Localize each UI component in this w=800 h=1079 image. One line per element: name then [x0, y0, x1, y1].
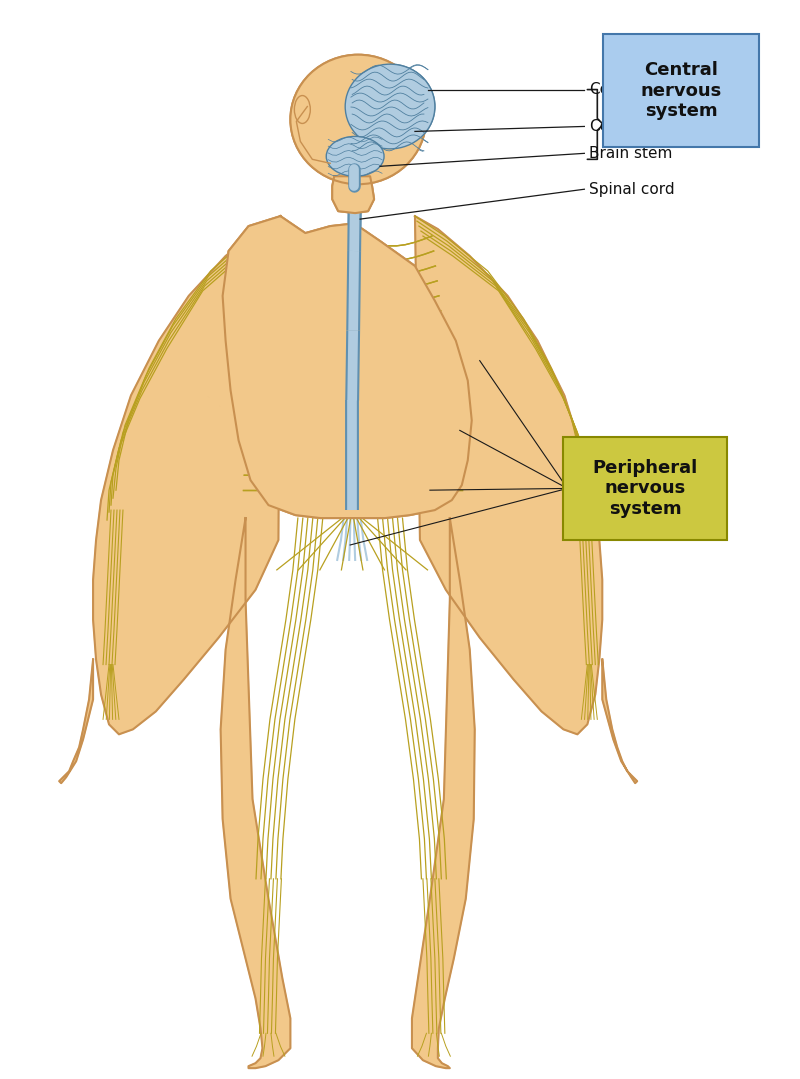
- Ellipse shape: [345, 64, 435, 149]
- Ellipse shape: [290, 55, 426, 185]
- FancyBboxPatch shape: [563, 437, 727, 540]
- Polygon shape: [332, 176, 374, 214]
- FancyBboxPatch shape: [603, 35, 758, 147]
- Ellipse shape: [326, 136, 384, 176]
- Ellipse shape: [326, 136, 384, 176]
- Text: Central
nervous
system: Central nervous system: [640, 60, 722, 121]
- Ellipse shape: [290, 55, 426, 185]
- Text: Brain: Brain: [607, 117, 647, 132]
- Polygon shape: [59, 659, 93, 783]
- Text: Cerebellum: Cerebellum: [590, 119, 678, 134]
- Polygon shape: [222, 216, 472, 518]
- Polygon shape: [221, 518, 290, 1068]
- Polygon shape: [602, 659, 637, 783]
- Polygon shape: [332, 176, 374, 214]
- Polygon shape: [415, 216, 602, 735]
- Ellipse shape: [294, 96, 310, 123]
- Ellipse shape: [294, 96, 310, 123]
- Ellipse shape: [345, 64, 435, 149]
- Text: Brain stem: Brain stem: [590, 146, 673, 161]
- Text: Cerabrum: Cerabrum: [590, 82, 666, 97]
- Text: Peripheral
nervous
system: Peripheral nervous system: [593, 459, 698, 518]
- Polygon shape: [412, 518, 474, 1068]
- Polygon shape: [93, 216, 281, 735]
- Text: Spinal cord: Spinal cord: [590, 181, 675, 196]
- Polygon shape: [222, 216, 472, 518]
